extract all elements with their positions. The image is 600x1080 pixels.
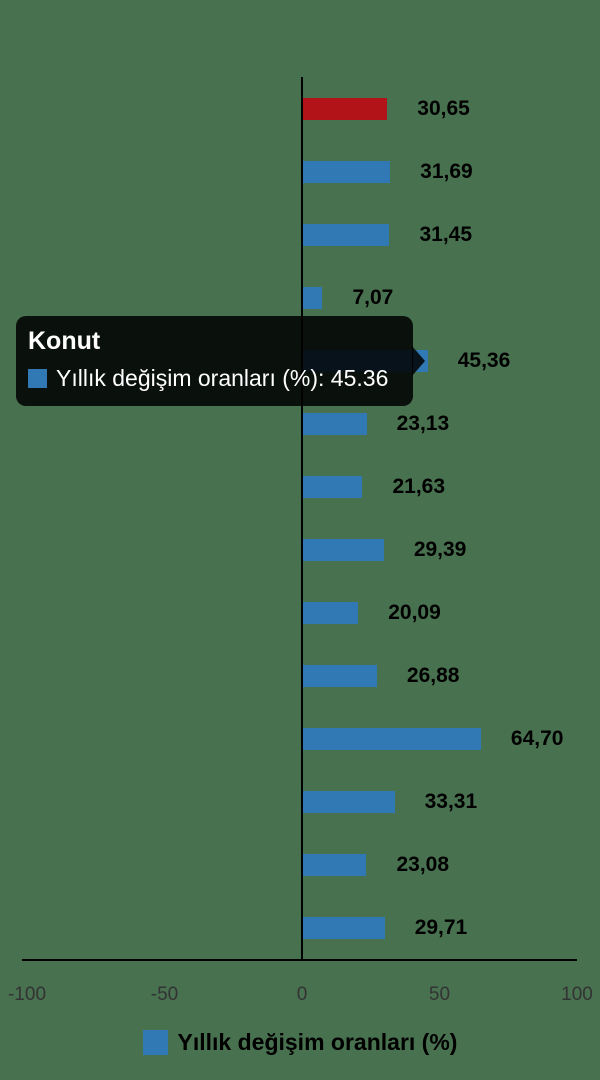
- bar[interactable]: [303, 223, 390, 246]
- bar-row: 29,39: [0, 518, 600, 581]
- bar-row: 26,88: [0, 645, 600, 708]
- bar[interactable]: [303, 412, 367, 435]
- bar-value-label: 7,07: [352, 285, 394, 309]
- bar-value-label: 26,88: [406, 664, 460, 688]
- bar-row: 33,31: [0, 771, 600, 834]
- bar-row: 21,63: [0, 455, 600, 518]
- bar-row: 23,08: [0, 834, 600, 897]
- bar-row: 31,45: [0, 203, 600, 266]
- tooltip-title: Konut: [28, 327, 101, 355]
- bar[interactable]: [303, 791, 395, 814]
- tooltip-callout-arrow: [412, 346, 425, 376]
- bar-value-label: 64,70: [510, 727, 564, 751]
- bar-value-label: 45,36: [457, 348, 511, 372]
- legend[interactable]: Yıllık değişim oranları (%): [0, 1029, 600, 1056]
- bar-value-label: 29,71: [414, 916, 468, 940]
- tooltip: Konut Yıllık değişim oranları (%): 45.36: [16, 316, 425, 406]
- bar[interactable]: [303, 854, 367, 877]
- bar[interactable]: [303, 539, 384, 562]
- bar[interactable]: [303, 602, 359, 625]
- bar-value-label: 23,08: [396, 853, 450, 877]
- tooltip-series-row: Yıllık değişim oranları (%): 45.36: [28, 365, 399, 392]
- bar-value-label: 29,39: [413, 538, 467, 562]
- bar-value-label: 33,31: [424, 790, 478, 814]
- bar[interactable]: [303, 475, 363, 498]
- x-axis-line: [22, 959, 577, 961]
- bar-row: 7,07: [0, 266, 600, 329]
- bar-row: 29,71: [0, 897, 600, 960]
- bar-value-label: 23,13: [396, 411, 450, 435]
- x-tick-label: 0: [296, 984, 308, 1005]
- bar[interactable]: [303, 665, 377, 688]
- x-tick-label: 100: [561, 984, 593, 1005]
- bar-value-label: 31,45: [419, 222, 473, 246]
- bar-row: 30,65: [0, 77, 600, 140]
- bar-value-label: 31,69: [420, 159, 473, 183]
- bar-highlighted[interactable]: [303, 97, 388, 120]
- legend-marker-icon: [142, 1030, 168, 1055]
- bar-value-label: 20,09: [388, 601, 441, 625]
- bar[interactable]: [303, 728, 481, 751]
- bar-row: 31,69: [0, 140, 600, 203]
- bar[interactable]: [303, 160, 391, 183]
- legend-label: Yıllık değişim oranları (%): [177, 1029, 458, 1055]
- x-tick-label: -100: [7, 984, 47, 1005]
- series-marker-icon: [28, 368, 47, 388]
- bar-value-label: 30,65: [417, 96, 470, 120]
- bar-row: 23,13: [0, 392, 600, 455]
- bar-value-label: 21,63: [392, 474, 446, 498]
- y-axis-line: [301, 77, 303, 960]
- bar[interactable]: [303, 286, 323, 309]
- bar-row: 64,70: [0, 708, 600, 771]
- bar-row: 20,09: [0, 582, 600, 645]
- x-tick-label: 50: [428, 984, 451, 1005]
- x-tick-label: -50: [150, 984, 179, 1005]
- bar[interactable]: [303, 917, 385, 940]
- tooltip-value-text: Yıllık değişim oranları (%): 45.36: [56, 364, 389, 391]
